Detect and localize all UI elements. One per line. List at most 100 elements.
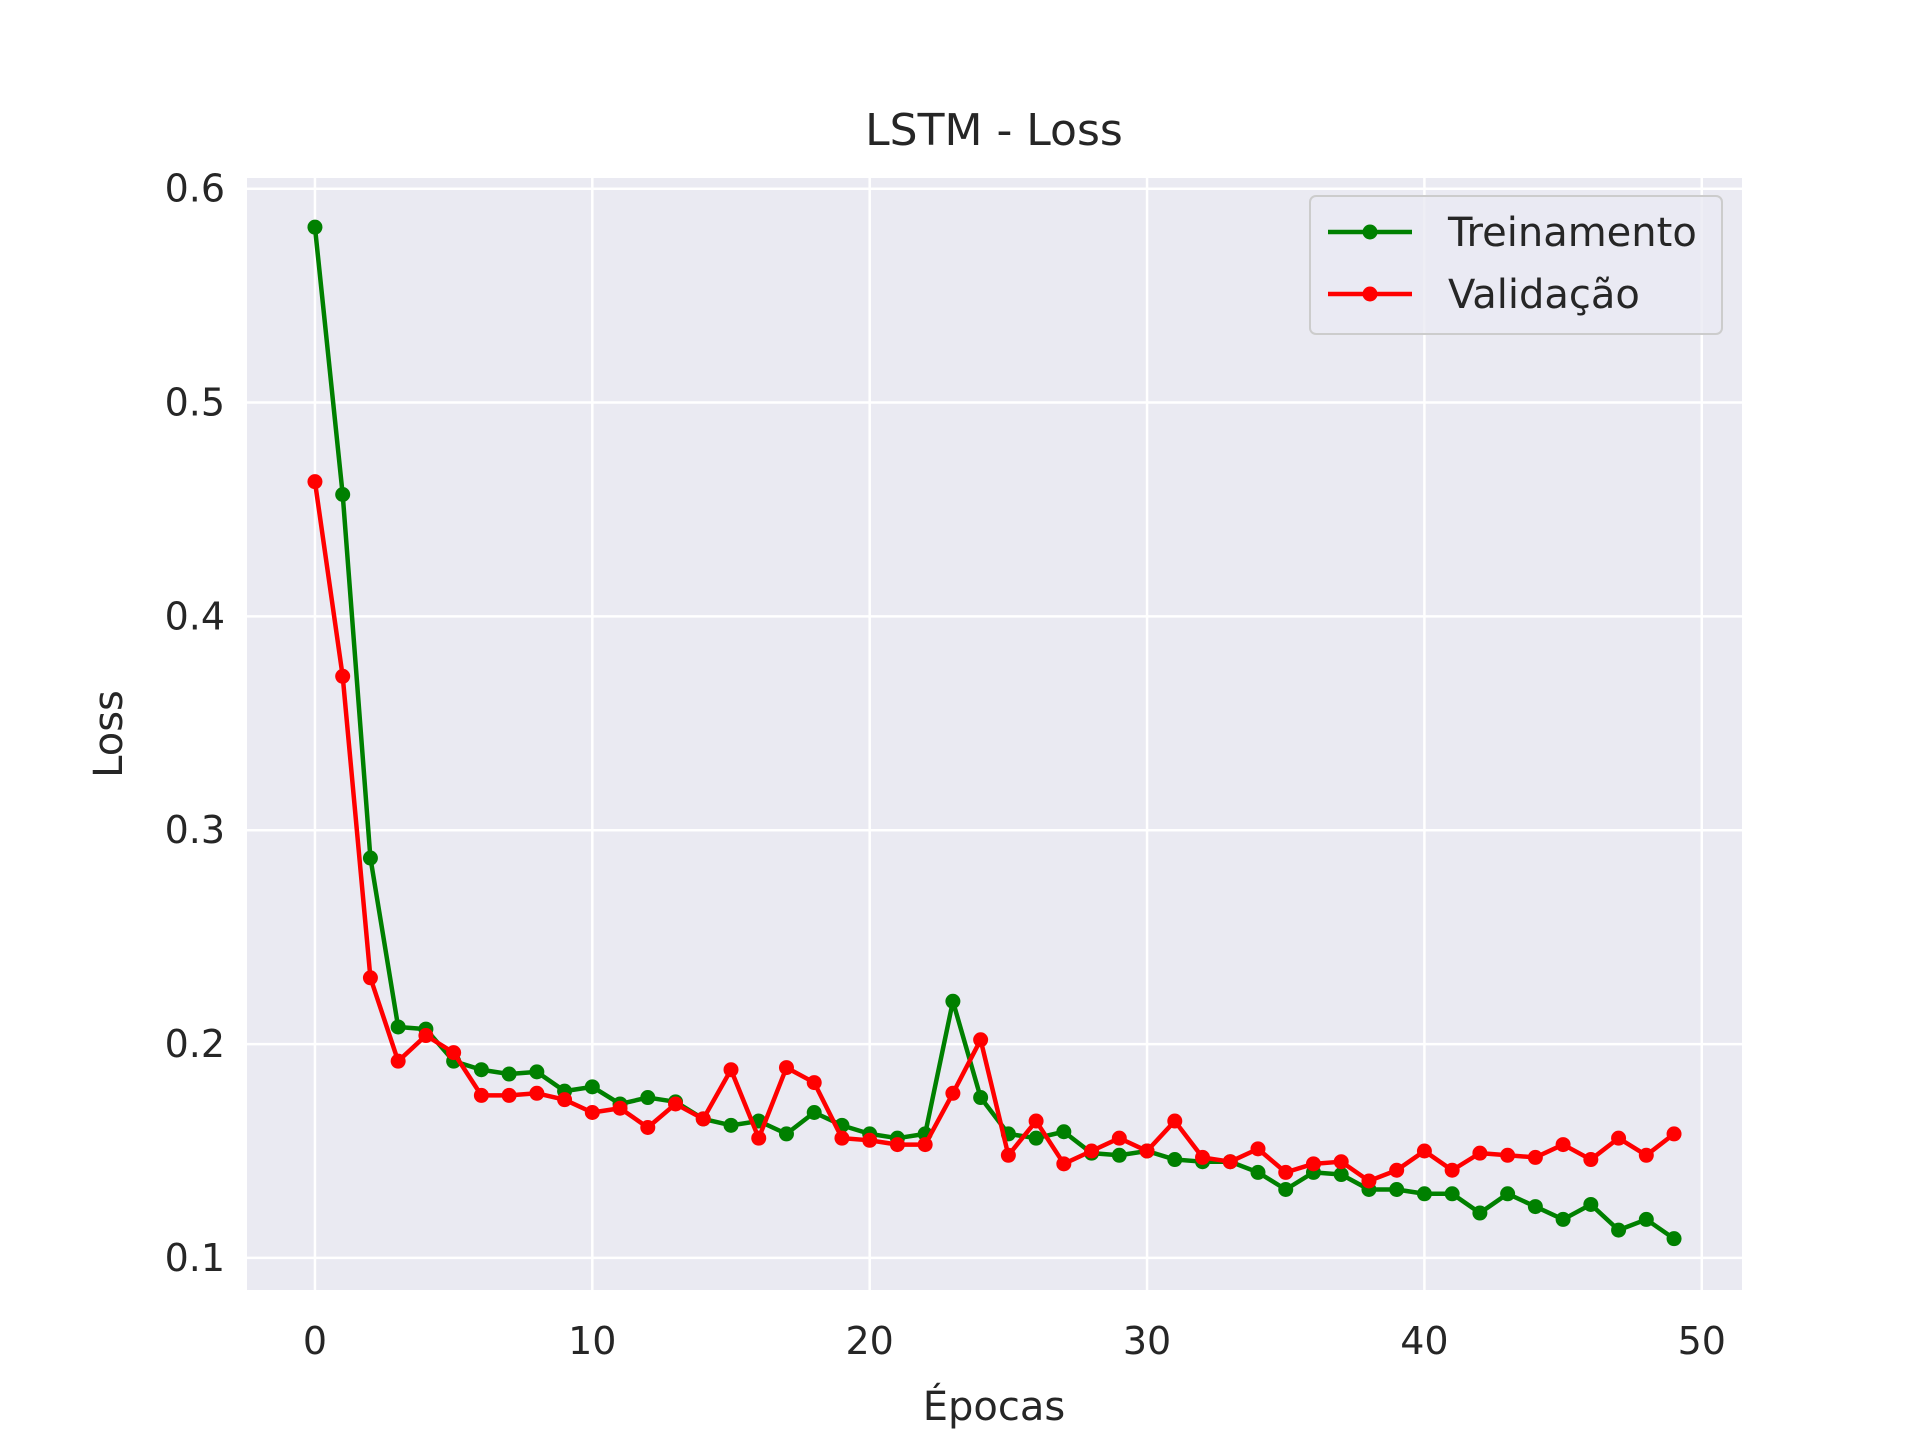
legend-box <box>1309 195 1723 335</box>
data-point <box>1666 1231 1682 1247</box>
data-point <box>1028 1130 1044 1146</box>
data-point <box>473 1087 489 1103</box>
y-axis-label: Loss <box>86 690 132 778</box>
x-tick-label: 10 <box>568 1319 616 1363</box>
grid-lines <box>247 178 1742 1290</box>
data-point <box>1583 1196 1599 1212</box>
y-tick-label: 0.2 <box>165 1022 225 1066</box>
plot-area <box>247 178 1742 1290</box>
y-tick-label: 0.1 <box>165 1236 225 1280</box>
legend-marker <box>1362 286 1378 302</box>
data-point <box>418 1028 434 1044</box>
x-tick-label: 30 <box>1123 1319 1171 1363</box>
data-point <box>778 1060 794 1076</box>
data-point <box>1056 1124 1072 1140</box>
data-point <box>584 1105 600 1121</box>
data-point <box>1028 1113 1044 1129</box>
data-point <box>1222 1154 1238 1170</box>
data-point <box>1333 1154 1349 1170</box>
data-point <box>1111 1147 1127 1163</box>
data-point <box>640 1090 656 1106</box>
data-point <box>1444 1162 1460 1178</box>
data-point <box>917 1137 933 1153</box>
data-point <box>1666 1126 1682 1142</box>
data-point <box>1333 1167 1349 1183</box>
data-point <box>723 1117 739 1133</box>
data-point <box>1416 1143 1432 1159</box>
data-point <box>362 970 378 986</box>
data-point <box>973 1090 989 1106</box>
data-point <box>1139 1143 1155 1159</box>
data-point <box>1278 1181 1294 1197</box>
y-tick-label: 0.6 <box>165 167 225 211</box>
data-point <box>1250 1164 1266 1180</box>
x-tick-labels: 0 10 20 30 40 50 <box>303 1319 1726 1363</box>
series-validação <box>307 474 1682 1189</box>
data-point <box>751 1130 767 1146</box>
x-tick-label: 0 <box>303 1319 327 1363</box>
data-point <box>1361 1173 1377 1189</box>
x-tick-label: 40 <box>1400 1319 1448 1363</box>
data-point <box>1084 1143 1100 1159</box>
data-point <box>390 1019 406 1035</box>
data-point <box>307 474 323 490</box>
y-tick-labels: 0.1 0.2 0.3 0.4 0.5 0.6 <box>165 167 225 1280</box>
data-point <box>973 1032 989 1048</box>
data-point <box>362 850 378 866</box>
series-group <box>307 219 1682 1247</box>
data-point <box>529 1085 545 1101</box>
data-point <box>1167 1113 1183 1129</box>
data-point <box>1056 1156 1072 1172</box>
data-point <box>1111 1130 1127 1146</box>
data-point <box>1527 1149 1543 1165</box>
legend-marker <box>1362 224 1378 240</box>
data-point <box>446 1045 462 1061</box>
data-point <box>557 1092 573 1108</box>
x-tick-label: 20 <box>846 1319 894 1363</box>
data-point <box>668 1096 684 1112</box>
data-point <box>1527 1199 1543 1215</box>
data-point <box>1444 1186 1460 1202</box>
data-point <box>1305 1156 1321 1172</box>
data-point <box>612 1100 628 1116</box>
data-point <box>778 1126 794 1142</box>
legend: Treinamento Validação <box>1309 195 1723 335</box>
y-tick-label: 0.3 <box>165 808 225 852</box>
data-point <box>1583 1152 1599 1168</box>
data-point <box>1389 1181 1405 1197</box>
data-point <box>889 1137 905 1153</box>
data-point <box>806 1075 822 1091</box>
chart-title: LSTM - Loss <box>865 105 1123 156</box>
data-point <box>640 1119 656 1135</box>
data-point <box>1472 1205 1488 1221</box>
data-point <box>1195 1149 1211 1165</box>
data-point <box>806 1105 822 1121</box>
data-point <box>1555 1137 1571 1153</box>
data-point <box>307 219 323 235</box>
data-point <box>1611 1130 1627 1146</box>
data-point <box>695 1111 711 1127</box>
x-axis-label: Épocas <box>923 1382 1065 1430</box>
legend-label: Treinamento <box>1447 210 1697 256</box>
x-tick-label: 50 <box>1678 1319 1726 1363</box>
data-point <box>501 1066 517 1082</box>
data-point <box>1611 1222 1627 1238</box>
data-point <box>335 486 351 502</box>
data-point <box>501 1087 517 1103</box>
data-point <box>1278 1164 1294 1180</box>
data-point <box>1472 1145 1488 1161</box>
data-point <box>1000 1147 1016 1163</box>
data-point <box>834 1130 850 1146</box>
data-point <box>1555 1211 1571 1227</box>
data-point <box>1389 1162 1405 1178</box>
data-point <box>723 1062 739 1078</box>
data-point <box>473 1062 489 1078</box>
data-point <box>1500 1186 1516 1202</box>
data-point <box>584 1079 600 1095</box>
data-point <box>1500 1147 1516 1163</box>
data-point <box>1167 1152 1183 1168</box>
data-point <box>862 1132 878 1148</box>
data-point <box>1416 1186 1432 1202</box>
data-point <box>1638 1147 1654 1163</box>
